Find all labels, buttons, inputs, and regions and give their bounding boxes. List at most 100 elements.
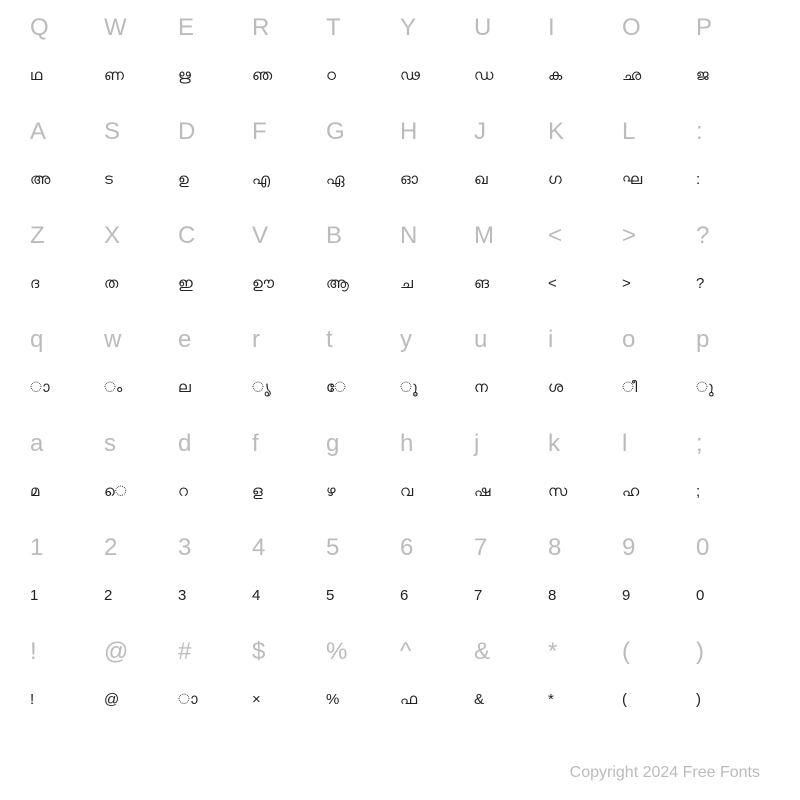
key-character: p xyxy=(696,328,709,358)
char-cell: 00 xyxy=(696,530,770,634)
char-cell: Lഘ xyxy=(622,114,696,218)
char-cell: Tഠ xyxy=(326,10,400,114)
key-character: o xyxy=(622,328,635,358)
char-cell: sെ xyxy=(104,426,178,530)
char-cell: Pജ xyxy=(696,10,770,114)
mapped-character: ക xyxy=(548,68,562,83)
mapped-character: ന xyxy=(474,380,488,395)
key-character: P xyxy=(696,16,712,46)
char-cell: Gഏ xyxy=(326,114,400,218)
char-cell: jഷ xyxy=(474,426,548,530)
char-cell: uന xyxy=(474,322,548,426)
char-cell: Fഎ xyxy=(252,114,326,218)
key-character: ) xyxy=(696,640,704,670)
char-cell: )) xyxy=(696,634,770,738)
mapped-character: 5 xyxy=(326,588,334,603)
key-character: 9 xyxy=(622,536,635,566)
key-character: X xyxy=(104,224,120,254)
char-cell: Qഥ xyxy=(30,10,104,114)
mapped-character: സ xyxy=(548,484,567,499)
key-character: E xyxy=(178,16,194,46)
key-character: I xyxy=(548,16,555,46)
char-cell: Sട xyxy=(104,114,178,218)
mapped-character: ഫ xyxy=(400,692,417,707)
mapped-character: ണ xyxy=(104,68,124,83)
char-cell: Xത xyxy=(104,218,178,322)
mapped-character: ാ xyxy=(30,380,50,395)
char-cell: << xyxy=(548,218,622,322)
mapped-character: × xyxy=(252,692,261,707)
char-cell: aമ xyxy=(30,426,104,530)
mapped-character: ഹ xyxy=(622,484,639,499)
char-cell: pു xyxy=(696,322,770,426)
key-character: $ xyxy=(252,640,265,670)
mapped-character: ു xyxy=(696,380,714,395)
key-character: ! xyxy=(30,640,37,670)
char-cell: Kഗ xyxy=(548,114,622,218)
char-cell: ** xyxy=(548,634,622,738)
key-character: Q xyxy=(30,16,49,46)
mapped-character: 8 xyxy=(548,588,556,603)
key-character: V xyxy=(252,224,268,254)
key-character: g xyxy=(326,432,339,462)
key-character: 2 xyxy=(104,536,117,566)
char-cell: #ാ xyxy=(178,634,252,738)
key-character: S xyxy=(104,120,120,150)
mapped-character: 0 xyxy=(696,588,704,603)
char-cell: Cഇ xyxy=(178,218,252,322)
key-character: L xyxy=(622,120,635,150)
key-character: O xyxy=(622,16,641,46)
mapped-character: ം xyxy=(104,380,122,395)
key-character: F xyxy=(252,120,267,150)
char-cell: 44 xyxy=(252,530,326,634)
char-cell: wം xyxy=(104,322,178,426)
char-cell: gഴ xyxy=(326,426,400,530)
char-cell: %% xyxy=(326,634,400,738)
char-cell: Uഡ xyxy=(474,10,548,114)
key-character: k xyxy=(548,432,560,462)
mapped-character: ദ xyxy=(30,276,39,291)
mapped-character: ഠ xyxy=(326,68,336,83)
mapped-character: ഥ xyxy=(30,68,42,83)
key-character: R xyxy=(252,16,269,46)
char-cell: dറ xyxy=(178,426,252,530)
mapped-character: 6 xyxy=(400,588,408,603)
key-character: s xyxy=(104,432,116,462)
mapped-character: ? xyxy=(696,276,704,291)
mapped-character: ഞ xyxy=(252,68,272,83)
key-character: q xyxy=(30,328,43,358)
char-cell: 55 xyxy=(326,530,400,634)
char-cell: Eഋ xyxy=(178,10,252,114)
char-cell: ?? xyxy=(696,218,770,322)
char-cell: Oഛ xyxy=(622,10,696,114)
mapped-character: ഘ xyxy=(622,172,642,187)
mapped-character: ആ xyxy=(326,276,349,291)
key-character: G xyxy=(326,120,345,150)
char-cell: ;; xyxy=(696,426,770,530)
mapped-character: ൂ xyxy=(400,380,418,395)
key-character: w xyxy=(104,328,121,358)
mapped-character: എ xyxy=(252,172,270,187)
mapped-character: ഖ xyxy=(474,172,488,187)
mapped-character: ത xyxy=(104,276,118,291)
char-cell: iശ xyxy=(548,322,622,426)
mapped-character: ാ xyxy=(178,692,198,707)
char-cell: tേ xyxy=(326,322,400,426)
key-character: 1 xyxy=(30,536,43,566)
mapped-character: @ xyxy=(104,692,119,707)
key-character: ? xyxy=(696,224,709,254)
mapped-character: : xyxy=(696,172,700,187)
char-cell: rൃ xyxy=(252,322,326,426)
mapped-character: ( xyxy=(622,692,627,707)
char-cell: Hഓ xyxy=(400,114,474,218)
mapped-character: ഉ xyxy=(178,172,189,187)
key-character: u xyxy=(474,328,487,358)
mapped-character: മ xyxy=(30,484,39,499)
key-character: T xyxy=(326,16,341,46)
key-character: A xyxy=(30,120,46,150)
char-cell: 11 xyxy=(30,530,104,634)
key-character: > xyxy=(622,224,636,254)
char-cell: 77 xyxy=(474,530,548,634)
key-character: ( xyxy=(622,640,630,670)
char-cell: $× xyxy=(252,634,326,738)
